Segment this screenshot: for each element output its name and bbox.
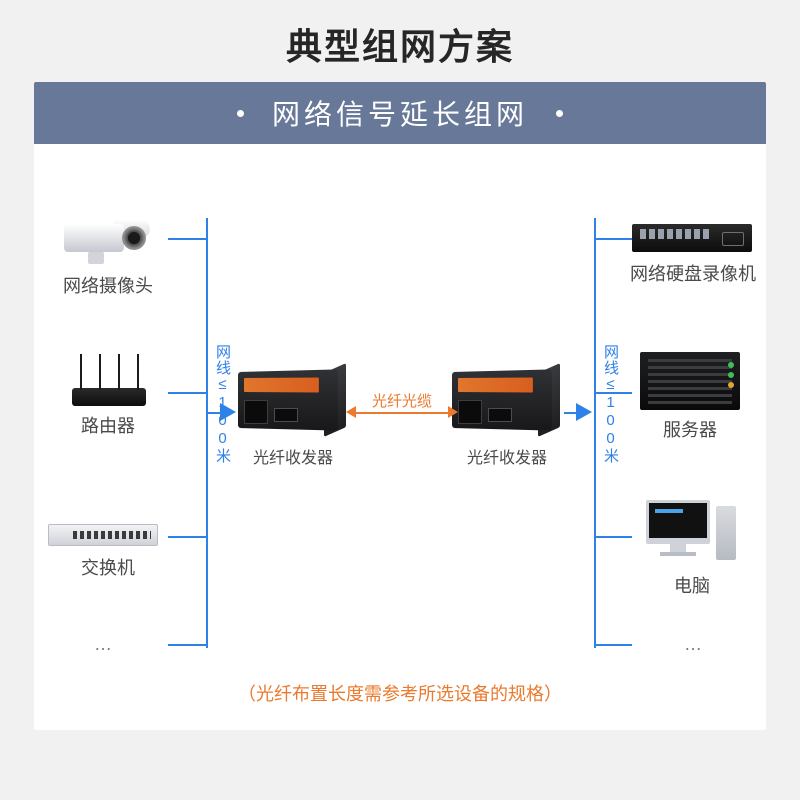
left-bus: [206, 218, 208, 648]
right-ellipsis: …: [684, 634, 702, 655]
conn-switch: [168, 536, 206, 538]
footnote: （光纤布置长度需参考所选设备的规格）: [34, 680, 766, 706]
label-switch: 交换机: [58, 554, 158, 580]
fiber-link: [352, 412, 452, 414]
fiber-label: 光纤光缆: [364, 390, 440, 411]
arrow-into-right-bus: [576, 403, 592, 421]
right-bus-label: 网线≤100米: [600, 344, 621, 464]
conn-camera: [168, 238, 206, 240]
conn-nvr: [596, 238, 632, 240]
network-diagram: 网线≤100米 网线≤100米 网络摄像头 路由器 交换机 …: [34, 144, 766, 730]
device-router: [66, 350, 152, 406]
diagram-card: 网络信号延长组网 网线≤100米 网线≤100米 网络摄像头: [34, 82, 766, 730]
label-server: 服务器: [640, 416, 740, 442]
server-icon: [640, 352, 740, 410]
label-right-converter: 光纤收发器: [452, 444, 562, 468]
device-camera: [64, 216, 150, 264]
router-icon: [66, 350, 152, 406]
label-router: 路由器: [58, 412, 158, 438]
right-converter: [452, 368, 562, 440]
device-switch: [48, 524, 158, 546]
conn-left-ellipsis: [168, 644, 206, 646]
label-left-converter: 光纤收发器: [238, 444, 348, 468]
right-bus: [594, 218, 596, 648]
page-title: 典型组网方案: [0, 0, 800, 82]
fiber-arrow-right: [448, 406, 458, 418]
conn-right-ellipsis: [596, 644, 632, 646]
left-ellipsis: …: [94, 634, 112, 655]
banner-dot-right: [556, 110, 563, 117]
switch-icon: [48, 524, 158, 546]
nvr-icon: [632, 224, 752, 252]
fiber-arrow-left: [346, 406, 356, 418]
device-pc: [646, 500, 736, 566]
left-bus-label: 网线≤100米: [212, 344, 233, 464]
pc-icon: [646, 500, 736, 566]
media-converter-icon: [452, 368, 562, 440]
banner-dot-left: [237, 110, 244, 117]
banner: 网络信号延长组网: [34, 82, 766, 144]
label-nvr: 网络硬盘录像机: [620, 260, 766, 286]
device-server: [640, 352, 740, 410]
camera-icon: [64, 216, 150, 264]
label-pc: 电脑: [652, 572, 732, 598]
conn-pc: [596, 536, 632, 538]
media-converter-icon: [238, 368, 348, 440]
conn-router: [168, 392, 206, 394]
banner-title: 网络信号延长组网: [272, 93, 528, 133]
device-nvr: [632, 224, 752, 252]
label-camera: 网络摄像头: [48, 272, 168, 298]
left-converter: [238, 368, 348, 440]
